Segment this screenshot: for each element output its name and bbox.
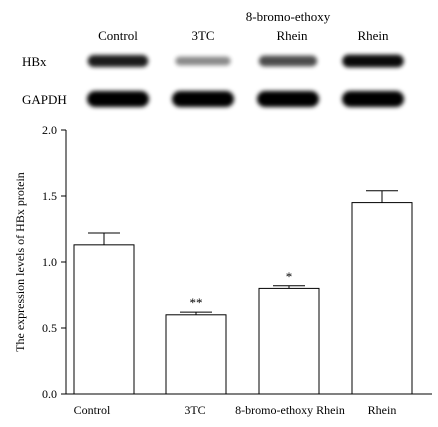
blot-header-rhein-1: Rhein: [276, 28, 308, 43]
y-tick-label: 2.0: [42, 123, 57, 137]
blot-band-gapdh-2: [172, 91, 234, 107]
blot-row-label-gapdh: GAPDH: [22, 92, 67, 107]
blot-header-8-bromo-ethoxy: 8-bromo-ethoxy: [246, 9, 331, 24]
blot-header-control: Control: [98, 28, 138, 43]
bar-1: [73, 244, 135, 395]
significance-marker: *: [286, 269, 293, 284]
x-tick-label: Control: [74, 403, 111, 417]
x-tick-label: Rhein: [368, 403, 397, 417]
blot-row-label-hbx: HBx: [22, 54, 47, 69]
bar-3: [258, 287, 320, 395]
bar-2: [165, 314, 227, 395]
blot-band-gapdh-3: [257, 91, 319, 107]
y-tick-label: 0.0: [42, 387, 57, 401]
x-tick-label: 3TC: [184, 403, 205, 417]
blot-header-rhein-2: Rhein: [357, 28, 389, 43]
blot-bands: [87, 54, 404, 107]
blot-band-gapdh-1: [87, 91, 149, 107]
y-tick-label: 1.5: [42, 189, 57, 203]
blot-band-gapdh-4: [342, 91, 404, 107]
blot-band-hbx-1: [87, 54, 149, 68]
y-axis: 0.0 0.5 1.0 1.5 2.0: [42, 123, 67, 401]
bar-chart: 0.0 0.5 1.0 1.5 2.0 Control 3TC 8-bromo-ethoxy…: [13, 123, 432, 417]
significance-marker: **: [190, 295, 203, 310]
blot-band-hbx-3: [258, 55, 318, 67]
blot-band-hbx-2: [175, 56, 231, 66]
blot-header-3tc: 3TC: [191, 28, 214, 43]
y-tick-label: 1.0: [42, 255, 57, 269]
blot-band-hbx-4: [342, 54, 404, 68]
x-axis: Control 3TC 8-bromo-ethoxy Rhein Rhein: [66, 393, 432, 417]
bars: ***: [73, 190, 413, 395]
y-tick-label: 0.5: [42, 321, 57, 335]
y-axis-label: The expression levels of HBx protein: [13, 172, 27, 352]
x-tick-label: 8-bromo-ethoxy Rhein: [235, 403, 345, 417]
western-blot: Control 3TC 8-bromo-ethoxy Rhein Rhein H…: [22, 9, 404, 107]
bar-4: [351, 202, 413, 395]
